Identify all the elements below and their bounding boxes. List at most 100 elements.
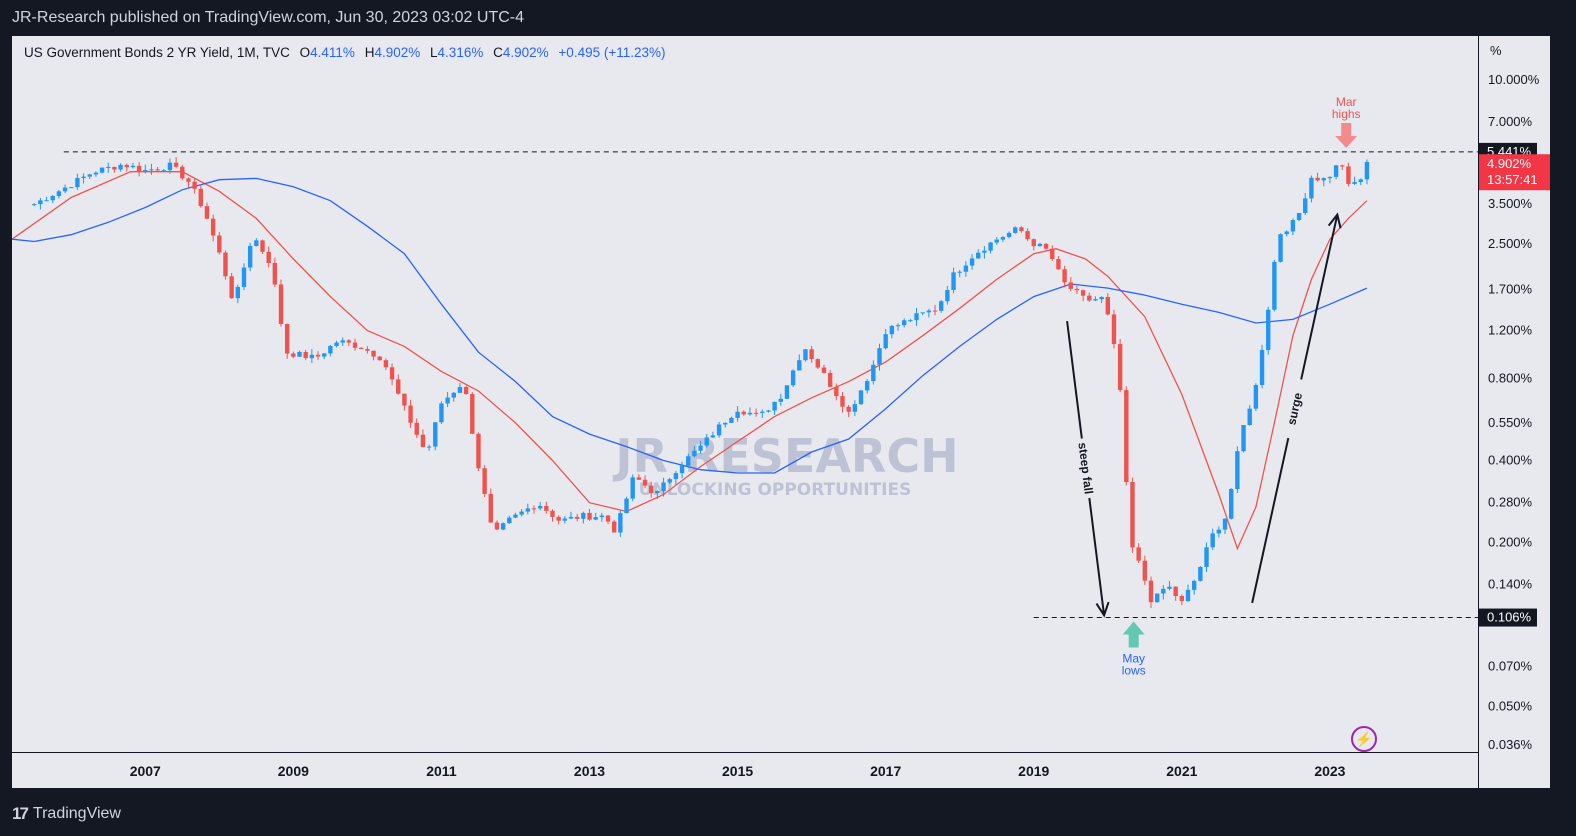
candle-down — [389, 367, 395, 380]
candle-up — [81, 176, 86, 179]
candle-down — [649, 485, 654, 494]
candle-up — [593, 517, 598, 520]
candle-up — [858, 390, 864, 405]
candle-up — [951, 272, 956, 290]
candle-down — [315, 354, 321, 357]
candle-up — [914, 313, 919, 321]
candle-up — [106, 166, 111, 168]
candle-down — [544, 505, 549, 511]
candle-up — [735, 411, 740, 418]
candle-down — [605, 515, 611, 522]
candle-down — [815, 359, 821, 368]
candle-up — [692, 450, 697, 457]
y-tick-label: 0.036% — [1488, 737, 1533, 752]
candle-up — [1253, 384, 1259, 409]
lightning-icon[interactable]: ⚡ — [1351, 726, 1377, 752]
candle-down — [574, 516, 580, 519]
candle-up — [451, 392, 456, 398]
price-axis: % 10.000% 7.000% 3.500% 2.500% 1.700% 1.200% 0.… — [1488, 43, 1540, 752]
candle-up — [729, 417, 734, 423]
candle-up — [1037, 243, 1043, 247]
candle-down — [383, 360, 389, 368]
candle-down — [1050, 248, 1055, 260]
symbol-name[interactable]: US Government Bonds 2 YR Yield, 1M, TVC — [24, 45, 290, 60]
surge-label: surge — [1284, 391, 1305, 426]
candle-up — [877, 348, 882, 365]
candle-down — [112, 166, 117, 170]
candle-down — [408, 405, 413, 423]
candle-down — [223, 252, 228, 277]
candle-up — [568, 516, 574, 519]
current-price-value: 4.902% — [1487, 156, 1532, 171]
surge-arrowhead — [1327, 212, 1342, 229]
time-axis: 2007 2009 2011 2013 2015 2017 2019 2021 2023 — [130, 763, 1346, 779]
candle-up — [852, 404, 858, 412]
candle-up — [655, 490, 660, 494]
steep-fall-label-bg — [1072, 437, 1099, 500]
candle-down — [636, 477, 642, 480]
candle-up — [32, 204, 37, 206]
candle-down — [1068, 282, 1073, 289]
y-tick-label: 0.070% — [1488, 659, 1533, 674]
candle-up — [500, 523, 506, 530]
candle-down — [1346, 166, 1351, 184]
candle-down — [420, 434, 426, 448]
candle-up — [1167, 586, 1172, 589]
candle-down — [1136, 547, 1141, 561]
x-tick-label: 2017 — [870, 763, 901, 779]
tradingview-logo[interactable]: 17 TradingView — [12, 804, 121, 824]
candle-up — [38, 200, 43, 205]
mar-highs-label-2: highs — [1332, 107, 1361, 121]
candle-down — [1105, 296, 1110, 315]
steep-fall-label-group: steep fall — [1072, 437, 1099, 500]
candle-up — [803, 349, 808, 361]
candle-up — [661, 482, 666, 491]
candle-up — [772, 401, 777, 411]
candle-up — [994, 239, 999, 243]
candle-up — [241, 267, 247, 287]
candle-down — [291, 353, 296, 357]
candle-up — [1272, 261, 1277, 310]
candle-down — [932, 310, 938, 312]
candle-up — [1185, 589, 1191, 602]
candle-down — [1087, 295, 1092, 301]
candle-up — [784, 385, 790, 399]
candle-down — [192, 181, 197, 189]
candle-up — [988, 242, 993, 251]
candle-down — [1124, 390, 1129, 483]
x-tick-label: 2007 — [130, 763, 161, 779]
y-tick-label: 1.200% — [1488, 323, 1533, 338]
symbol-legend: US Government Bonds 2 YR Yield, 1M, TVC … — [24, 45, 666, 60]
may-lows-label-2: lows — [1122, 664, 1146, 678]
candle-down — [1043, 243, 1049, 249]
candle-up — [537, 505, 543, 509]
candle-up — [118, 164, 123, 170]
candle-up — [1327, 176, 1333, 179]
candle-down — [1019, 227, 1024, 232]
may-lows-label: May — [1122, 652, 1145, 666]
candle-up — [766, 410, 771, 412]
steep-fall-label: steep fall — [1075, 442, 1095, 495]
x-tick-label: 2011 — [426, 763, 457, 779]
x-tick-label: 2015 — [722, 763, 753, 779]
candle-up — [1364, 161, 1370, 180]
candle-down — [1130, 482, 1135, 548]
candle-up — [87, 174, 92, 177]
candle-up — [716, 424, 722, 436]
candle-down — [346, 340, 352, 343]
candle-up — [433, 422, 438, 447]
candle-down — [1142, 560, 1148, 581]
candle-down — [531, 508, 537, 510]
mar-highs-label: Mar — [1336, 95, 1357, 109]
candle-up — [790, 370, 796, 386]
tradingview-brand: TradingView — [32, 805, 121, 822]
candle-up — [513, 514, 518, 518]
candle-up — [710, 435, 716, 438]
candle-up — [963, 265, 969, 272]
candle-down — [217, 235, 222, 253]
y-tick-label: 0.400% — [1488, 453, 1533, 468]
candle-up — [62, 187, 68, 192]
candle-up — [1222, 518, 1228, 530]
